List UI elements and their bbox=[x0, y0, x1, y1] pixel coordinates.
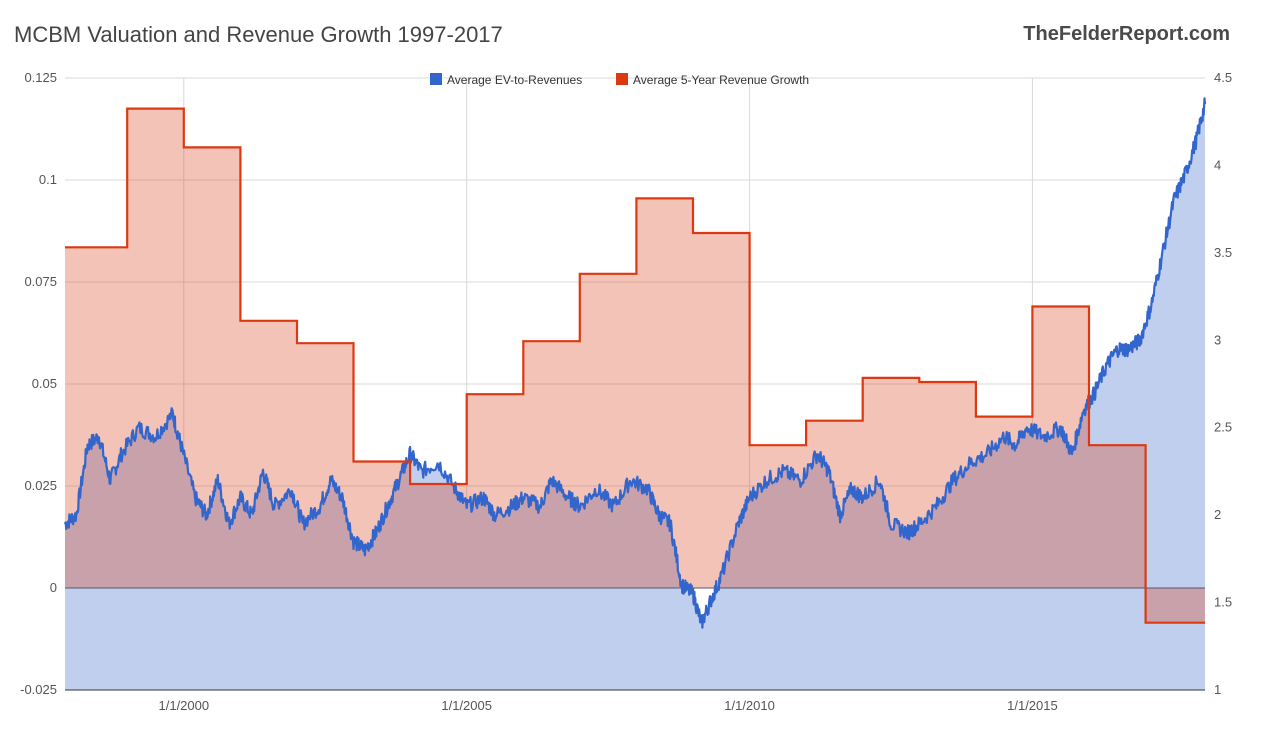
legend-revenue-growth-label: Average 5-Year Revenue Growth bbox=[633, 73, 809, 87]
source-label: TheFelderReport.com bbox=[1023, 23, 1230, 45]
legend-revenue-growth: Average 5-Year Revenue Growth bbox=[616, 73, 809, 87]
x-tick-label: 1/1/2010 bbox=[724, 698, 775, 713]
legend-ev-to-revenues-swatch bbox=[430, 73, 442, 85]
legend-revenue-growth-swatch bbox=[616, 73, 628, 85]
y-right-tick-label: 4 bbox=[1214, 157, 1221, 172]
series-lines bbox=[63, 97, 1207, 629]
ev-to-revenues-area bbox=[65, 98, 1205, 690]
y-right-tick-label: 3 bbox=[1214, 332, 1221, 347]
y-left-tick-label: -0.025 bbox=[20, 682, 57, 697]
revenue-growth-area bbox=[65, 108, 1205, 623]
axes: -0.025 0 0.025 0.05 0.075 0.1 0.125 1 1.5 2 2.5 3 3.… bbox=[20, 70, 1232, 713]
y-right-tick-label: 2.5 bbox=[1214, 420, 1232, 435]
x-tick-label: 1/1/2015 bbox=[1007, 698, 1058, 713]
y-left-tick-label: 0.1 bbox=[39, 172, 57, 187]
series-areas bbox=[65, 98, 1205, 690]
y-left-tick-label: 0.05 bbox=[32, 376, 57, 391]
legend-ev-to-revenues-label: Average EV-to-Revenues bbox=[447, 73, 582, 87]
y-right-tick-label: 2 bbox=[1214, 507, 1221, 522]
revenue-growth-line bbox=[65, 107, 1205, 624]
y-right-tick-label: 1 bbox=[1214, 682, 1221, 697]
y-left-tick-label: 0.025 bbox=[24, 478, 57, 493]
x-tick-label: 1/1/2005 bbox=[441, 698, 492, 713]
ev-to-revenues-line bbox=[63, 97, 1207, 629]
legend: Average EV-to-Revenues Average 5-Year Rev… bbox=[430, 73, 809, 87]
y-right-tick-label: 4.5 bbox=[1214, 70, 1232, 85]
y-left-tick-label: 0.125 bbox=[24, 70, 57, 85]
y-left-tick-label: 0 bbox=[50, 580, 57, 595]
legend-ev-to-revenues: Average EV-to-Revenues bbox=[430, 73, 582, 87]
y-right-tick-label: 3.5 bbox=[1214, 245, 1232, 260]
y-left-tick-label: 0.075 bbox=[24, 274, 57, 289]
chart-title: MCBM Valuation and Revenue Growth 1997-2… bbox=[14, 22, 503, 47]
x-tick-label: 1/1/2000 bbox=[159, 698, 210, 713]
y-right-tick-label: 1.5 bbox=[1214, 595, 1232, 610]
